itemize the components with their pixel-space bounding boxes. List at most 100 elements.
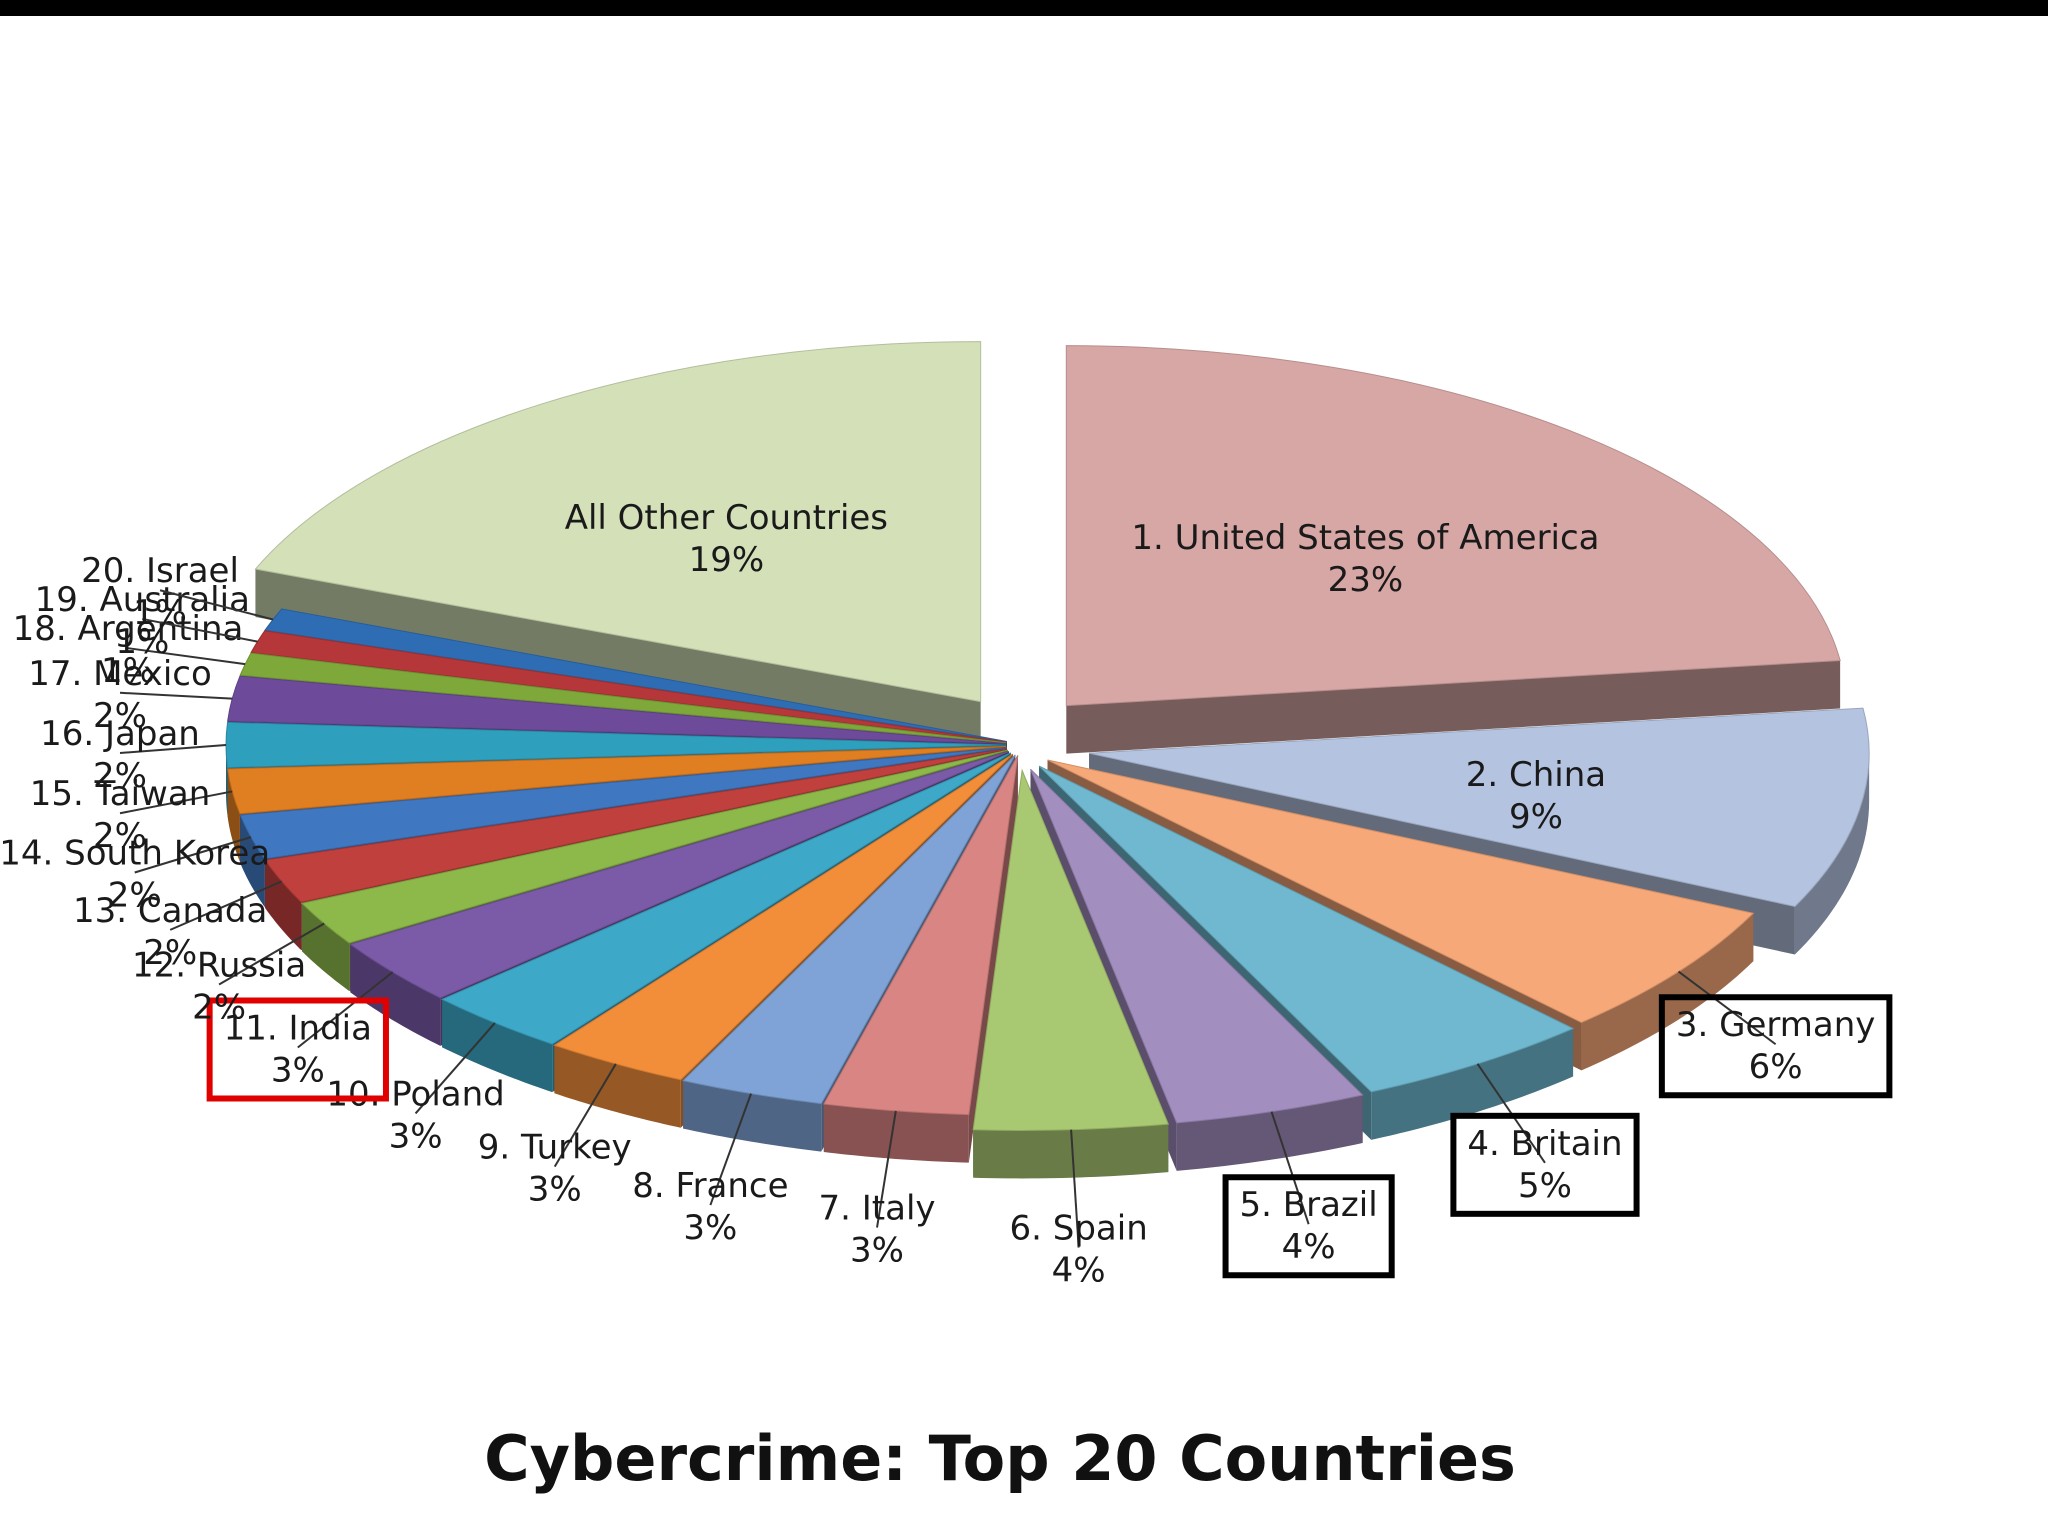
- slice-value-label: 3%: [271, 1051, 325, 1091]
- slice-label: 9. Turkey: [478, 1128, 632, 1168]
- slice-edge-3-germany: [1581, 913, 1754, 1071]
- slice-top-10-poland: [440, 752, 1012, 1045]
- slice-value-label: 2%: [93, 696, 147, 736]
- slice-edge-12-russia: [301, 903, 350, 991]
- slice-top-7-italy: [823, 755, 1019, 1116]
- slice-label: 14. South Korea: [0, 833, 270, 873]
- slice-6-spain: [972, 768, 1170, 1179]
- slice-top-8-france: [682, 754, 1016, 1105]
- slice-top-15-taiwan: [227, 745, 1007, 815]
- slice-value-label: 1%: [115, 622, 169, 662]
- slice-edge-7-italy: [823, 1104, 969, 1163]
- slice-edge-9-turkey: [554, 1045, 681, 1128]
- slice-label: 13. Canada: [73, 891, 267, 931]
- slice-label: 5. Brazil: [1240, 1185, 1378, 1225]
- slice-edge-11-india: [350, 944, 441, 1046]
- slice-value-label: 2%: [93, 756, 147, 796]
- slice-label: 3. Germany: [1676, 1005, 1876, 1045]
- slice-value-label: 5%: [1518, 1166, 1572, 1206]
- leader-line-5-brazil: [1270, 1111, 1310, 1225]
- slice-value-label: 3%: [528, 1170, 582, 1210]
- slice-value-label: 1%: [133, 593, 187, 633]
- leader-line-9-turkey: [553, 1063, 617, 1168]
- slice-edge-2-china: [1794, 753, 1870, 955]
- leader-line-14-south-korea: [134, 836, 252, 874]
- slice-top-14-south-korea: [239, 747, 1007, 860]
- highlight-box-11-india: [206, 997, 389, 1102]
- leader-line-12-russia: [218, 922, 325, 986]
- slice-value-label: 9%: [1509, 797, 1563, 837]
- slice-edge-13-canada: [265, 860, 302, 951]
- slice-top-17-mexico: [227, 675, 1007, 745]
- slice-top-3-germany: [1047, 759, 1755, 1023]
- slice-top-4-britain: [1038, 765, 1575, 1093]
- slice-value-label: 23%: [1328, 560, 1404, 600]
- leader-line-16-japan: [119, 744, 227, 754]
- highlight-box-3-germany: [1658, 994, 1893, 1099]
- highlight-box-4-britain: [1450, 1112, 1640, 1217]
- slice-label: 12. Russia: [132, 945, 306, 985]
- slice-label: 17. Mexico: [28, 654, 212, 694]
- leader-line-8-france: [709, 1093, 752, 1206]
- slice-edge-10-poland: [442, 999, 553, 1093]
- slice-value-label: 3%: [683, 1208, 737, 1248]
- pie-slices: [225, 341, 1870, 1179]
- slice-1-united-states-of-america: [1065, 345, 1841, 754]
- slice-value-label: 3%: [850, 1231, 904, 1271]
- leader-line-13-canada: [169, 880, 283, 931]
- slice-value-label: 2%: [143, 933, 197, 973]
- slice-value-label: 19%: [689, 540, 765, 580]
- leader-line-19-australia: [142, 617, 258, 643]
- slice-edge-5-brazil: [1176, 1094, 1363, 1171]
- slice-value-label: 4%: [1052, 1251, 1106, 1291]
- slice-label: 20. Israel: [81, 551, 239, 591]
- slice-value-label: 4%: [1282, 1227, 1336, 1267]
- slice-label: 8. France: [632, 1166, 788, 1206]
- slice-label: 1. United States of America: [1131, 518, 1599, 558]
- highlight-box-5-brazil: [1222, 1174, 1395, 1279]
- leader-line-7-italy: [876, 1110, 897, 1228]
- slice-edge-16-japan: [226, 745, 228, 816]
- slice-edge-6-spain: [973, 1124, 1169, 1179]
- slice-top-6-spain: [972, 768, 1170, 1131]
- slice-value-label: 6%: [1749, 1047, 1803, 1087]
- slice-label: 2. China: [1466, 755, 1606, 795]
- slice-top-12-russia: [300, 749, 1008, 944]
- slice-top-16-japan: [225, 721, 1007, 769]
- slice-top-11-india: [349, 750, 1010, 999]
- slice-label: 15. Taiwan: [30, 774, 211, 814]
- slice-wall-7-italy-0: [968, 755, 1018, 1163]
- slice-value-label: 2%: [108, 875, 162, 915]
- slice-label: 7. Italy: [819, 1189, 936, 1229]
- slice-top-9-turkey: [553, 753, 1014, 1081]
- leader-line-17-mexico: [119, 691, 233, 700]
- leader-line-15-taiwan: [119, 790, 233, 815]
- slice-wall-1-united-states-of-america-1: [1066, 660, 1841, 754]
- slice-top-1-united-states-of-america: [1065, 345, 1841, 707]
- leader-line-6-spain: [1070, 1129, 1080, 1248]
- slice-edge-4-britain: [1371, 1028, 1574, 1140]
- top-black-bar: [0, 0, 2048, 16]
- slice-label: 6. Spain: [1010, 1209, 1148, 1249]
- leader-line-20-israel: [159, 589, 274, 621]
- slice-edge-8-france: [683, 1080, 822, 1152]
- slice-label: 11. India: [224, 1009, 372, 1049]
- slice-value-label: 2%: [93, 816, 147, 856]
- slice-top-20-israel: [264, 608, 1007, 742]
